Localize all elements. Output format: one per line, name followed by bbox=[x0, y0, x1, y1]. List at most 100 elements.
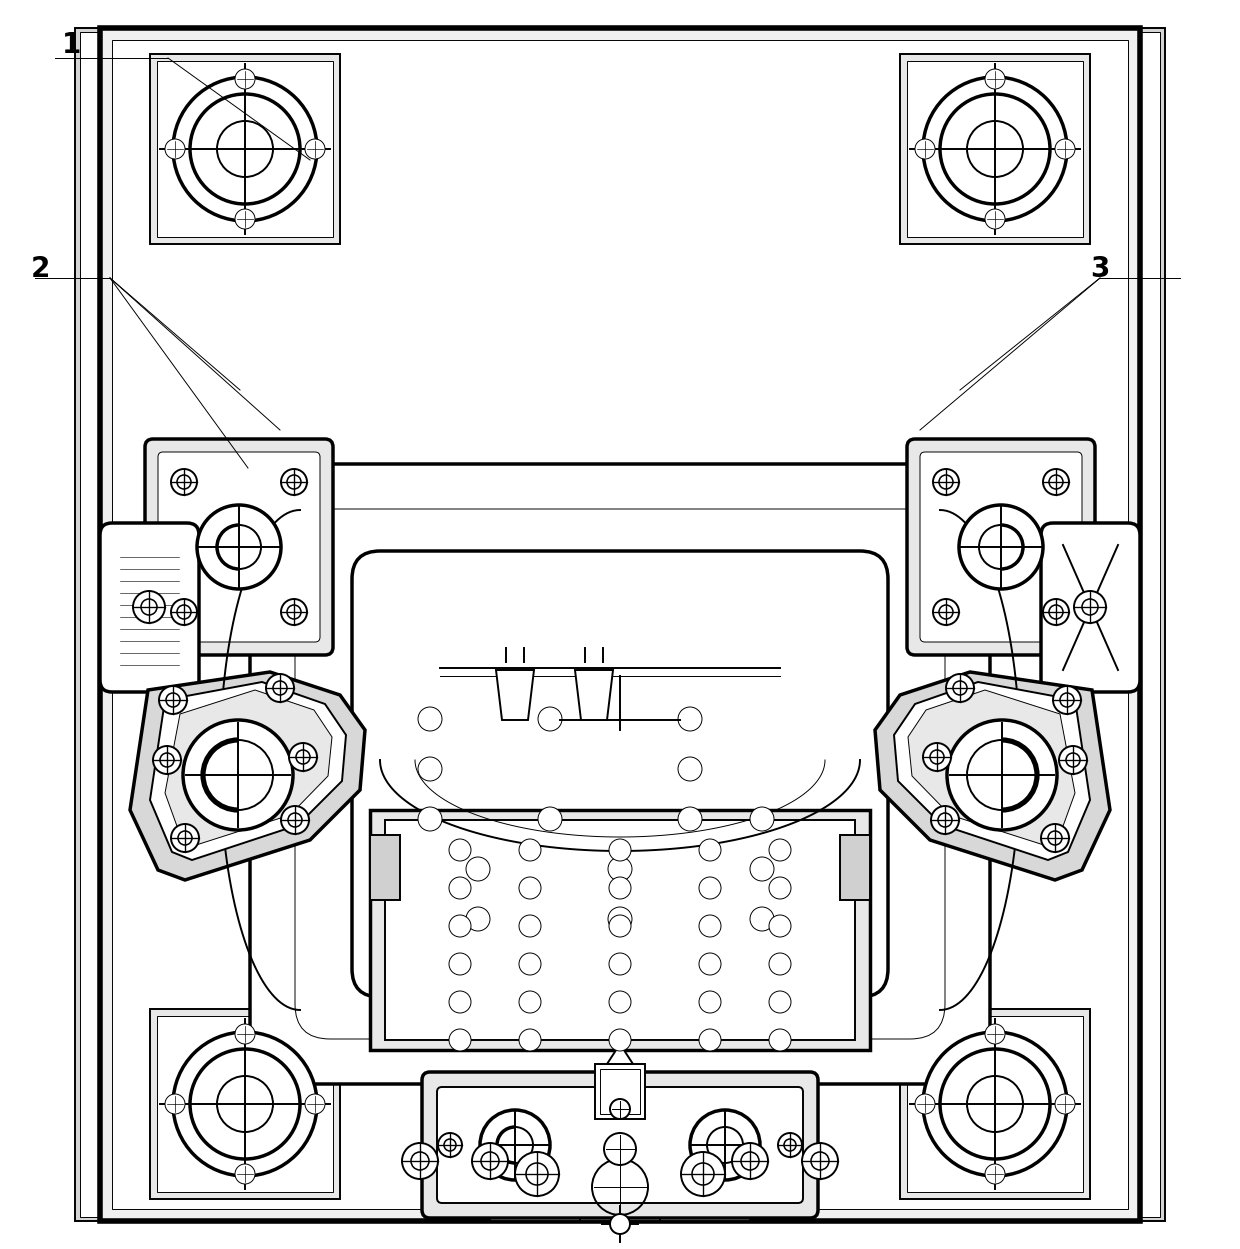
Circle shape bbox=[959, 505, 1043, 590]
Circle shape bbox=[449, 1029, 471, 1050]
Circle shape bbox=[203, 739, 273, 811]
Bar bbox=[1135, 27, 1166, 1222]
Circle shape bbox=[967, 1075, 1023, 1132]
Circle shape bbox=[481, 1152, 498, 1170]
Circle shape bbox=[609, 877, 631, 899]
Circle shape bbox=[980, 525, 1023, 570]
Polygon shape bbox=[575, 669, 613, 719]
Circle shape bbox=[939, 475, 954, 490]
Circle shape bbox=[179, 831, 192, 846]
Circle shape bbox=[1074, 591, 1106, 623]
Polygon shape bbox=[496, 669, 534, 719]
Circle shape bbox=[497, 1127, 533, 1163]
Circle shape bbox=[520, 877, 541, 899]
Circle shape bbox=[281, 806, 309, 834]
Circle shape bbox=[931, 806, 959, 834]
Circle shape bbox=[305, 1094, 325, 1114]
Circle shape bbox=[177, 605, 191, 620]
Circle shape bbox=[609, 839, 631, 861]
Text: 3: 3 bbox=[1090, 255, 1110, 282]
Polygon shape bbox=[608, 1044, 632, 1064]
Circle shape bbox=[985, 209, 1004, 229]
Circle shape bbox=[538, 807, 562, 831]
Bar bbox=[370, 836, 401, 901]
Circle shape bbox=[923, 77, 1066, 221]
Bar bbox=[900, 1009, 1090, 1199]
Circle shape bbox=[915, 1094, 935, 1114]
FancyBboxPatch shape bbox=[1042, 523, 1140, 692]
Circle shape bbox=[610, 1214, 630, 1234]
Circle shape bbox=[236, 69, 255, 89]
Circle shape bbox=[296, 749, 310, 764]
Circle shape bbox=[418, 807, 441, 831]
Circle shape bbox=[1043, 470, 1069, 495]
Circle shape bbox=[174, 77, 317, 221]
FancyBboxPatch shape bbox=[145, 438, 334, 654]
Circle shape bbox=[520, 839, 541, 861]
Circle shape bbox=[160, 753, 174, 767]
FancyBboxPatch shape bbox=[295, 510, 945, 1039]
Circle shape bbox=[811, 1152, 830, 1170]
Circle shape bbox=[286, 475, 301, 490]
Circle shape bbox=[699, 1029, 720, 1050]
Circle shape bbox=[699, 953, 720, 975]
Circle shape bbox=[418, 757, 441, 781]
Circle shape bbox=[281, 600, 308, 624]
Text: 1: 1 bbox=[62, 31, 82, 59]
Circle shape bbox=[769, 839, 791, 861]
Circle shape bbox=[184, 719, 293, 831]
Circle shape bbox=[678, 707, 702, 731]
Circle shape bbox=[985, 1164, 1004, 1184]
Circle shape bbox=[1042, 824, 1069, 852]
Circle shape bbox=[515, 1152, 559, 1197]
Circle shape bbox=[923, 743, 951, 771]
Circle shape bbox=[171, 824, 198, 852]
Circle shape bbox=[604, 1133, 636, 1165]
Circle shape bbox=[769, 877, 791, 899]
Circle shape bbox=[236, 1024, 255, 1044]
Circle shape bbox=[449, 953, 471, 975]
Bar bbox=[100, 27, 1140, 1222]
Circle shape bbox=[915, 139, 935, 159]
Circle shape bbox=[699, 877, 720, 899]
Circle shape bbox=[608, 907, 632, 931]
Bar bbox=[580, 1117, 660, 1222]
Circle shape bbox=[946, 674, 973, 702]
Bar bbox=[490, 1085, 750, 1222]
Circle shape bbox=[177, 475, 191, 490]
Circle shape bbox=[217, 121, 273, 177]
Circle shape bbox=[784, 1139, 796, 1152]
Circle shape bbox=[1049, 605, 1063, 620]
Circle shape bbox=[174, 1032, 317, 1177]
Polygon shape bbox=[894, 682, 1090, 861]
Circle shape bbox=[750, 807, 774, 831]
Circle shape bbox=[444, 1139, 456, 1152]
Circle shape bbox=[418, 707, 441, 731]
Bar bbox=[900, 54, 1090, 244]
Circle shape bbox=[609, 953, 631, 975]
Circle shape bbox=[520, 1029, 541, 1050]
FancyBboxPatch shape bbox=[906, 438, 1095, 654]
Circle shape bbox=[967, 121, 1023, 177]
Circle shape bbox=[1059, 746, 1087, 774]
Circle shape bbox=[472, 1143, 508, 1179]
Circle shape bbox=[1055, 1094, 1075, 1114]
Circle shape bbox=[678, 807, 702, 831]
Circle shape bbox=[1049, 475, 1063, 490]
Circle shape bbox=[699, 916, 720, 937]
Bar bbox=[1140, 32, 1159, 1217]
Circle shape bbox=[707, 1127, 743, 1163]
Polygon shape bbox=[165, 689, 332, 846]
Circle shape bbox=[985, 69, 1004, 89]
Polygon shape bbox=[875, 672, 1110, 881]
Bar bbox=[74, 27, 105, 1222]
Circle shape bbox=[520, 953, 541, 975]
Circle shape bbox=[236, 1164, 255, 1184]
Circle shape bbox=[689, 1110, 760, 1180]
Circle shape bbox=[777, 1133, 802, 1157]
Bar bbox=[370, 811, 870, 1050]
Circle shape bbox=[1083, 600, 1097, 615]
Circle shape bbox=[932, 600, 959, 624]
Circle shape bbox=[967, 739, 1037, 811]
FancyBboxPatch shape bbox=[352, 551, 888, 997]
